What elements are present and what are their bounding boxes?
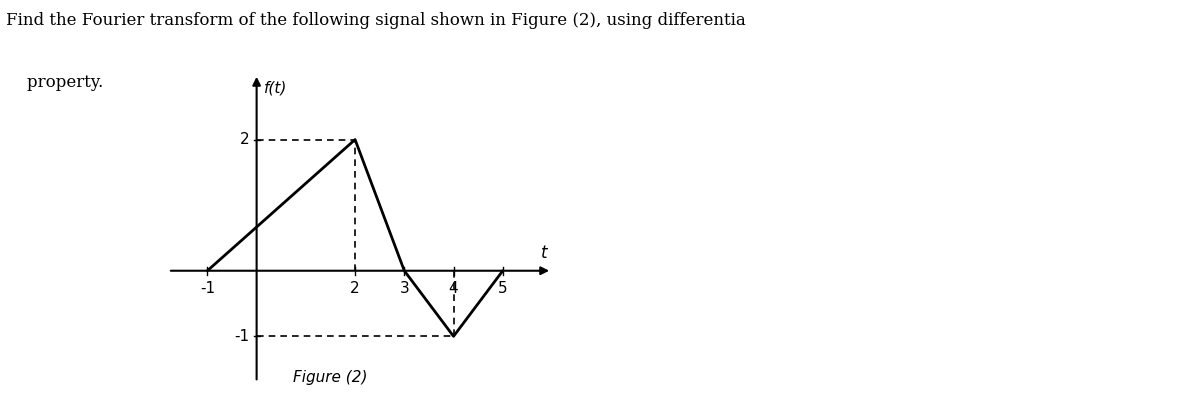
Text: property.: property. [6,74,103,91]
Text: 5: 5 [498,281,508,296]
Text: t: t [540,244,547,262]
Text: -1: -1 [200,281,215,296]
Text: 2: 2 [240,132,250,147]
Text: Find the Fourier transform of the following signal shown in Figure (2), using di: Find the Fourier transform of the follow… [6,12,745,29]
Text: Figure (2): Figure (2) [293,370,367,386]
Text: -1: -1 [234,329,250,344]
Text: 3: 3 [400,281,409,296]
Text: f(t): f(t) [264,81,287,95]
Text: 4: 4 [449,281,458,296]
Text: 2: 2 [350,281,360,296]
